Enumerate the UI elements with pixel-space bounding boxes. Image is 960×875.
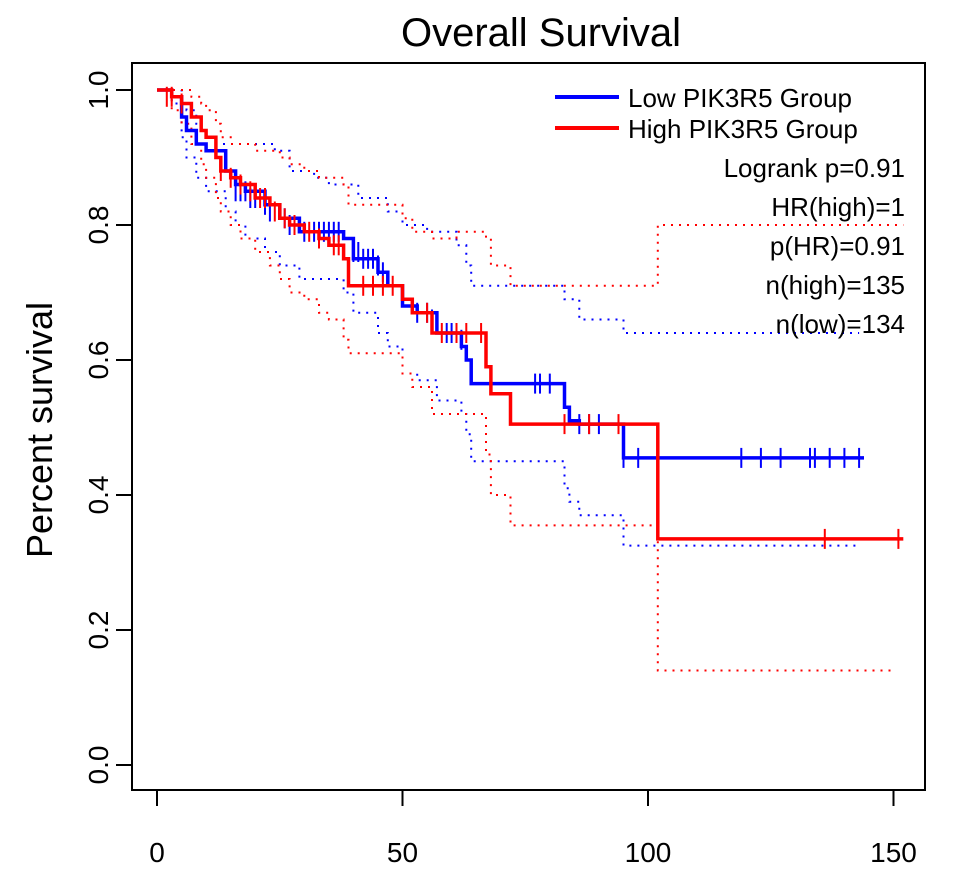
y-tick-label: 0.0 [83, 746, 114, 785]
stat-n-high: n(high)=135 [766, 270, 906, 300]
x-axis: 0 50 100 150 [149, 789, 917, 868]
y-axis-label: Percent survival [19, 302, 60, 558]
ci-lower-low [157, 89, 860, 547]
ci-upper-low [157, 89, 860, 334]
stat-logrank: Logrank p=0.91 [724, 153, 905, 183]
y-tick-label: 0.2 [83, 611, 114, 650]
ci-upper-high [157, 89, 904, 287]
stat-p-hr: p(HR)=0.91 [770, 231, 905, 261]
legend-label-low: Low PIK3R5 Group [628, 83, 852, 113]
legend: Low PIK3R5 Group High PIK3R5 Group [555, 83, 858, 144]
x-tick-label: 100 [625, 837, 672, 868]
x-tick-label: 0 [149, 837, 165, 868]
chart-title: Overall Survival [401, 11, 681, 55]
y-tick-label: 1.0 [83, 71, 114, 110]
stat-hr: HR(high)=1 [771, 192, 905, 222]
x-tick-label: 150 [870, 837, 917, 868]
stats-box: Logrank p=0.91 HR(high)=1 p(HR)=0.91 n(h… [724, 153, 905, 339]
y-axis: 0.0 0.2 0.4 0.6 0.8 1.0 [83, 71, 133, 785]
x-tick-label: 50 [387, 837, 418, 868]
y-tick-label: 0.6 [83, 341, 114, 380]
stat-n-low: n(low)=134 [776, 309, 905, 339]
survival-curve-high [157, 88, 904, 541]
y-tick-label: 0.8 [83, 206, 114, 245]
legend-label-high: High PIK3R5 Group [628, 114, 858, 144]
y-tick-label: 0.4 [83, 476, 114, 515]
ci-lower-high [157, 89, 894, 672]
plot-area [157, 86, 904, 672]
